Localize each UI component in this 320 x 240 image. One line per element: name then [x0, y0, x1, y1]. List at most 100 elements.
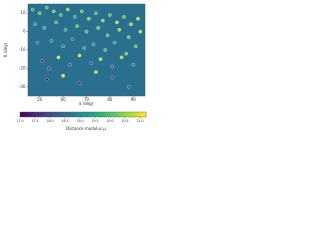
- scatter-point: [96, 26, 100, 30]
- scatter-point: [126, 85, 131, 89]
- x-tick-label: 70: [84, 97, 90, 102]
- colorbar-segment: [30, 112, 33, 117]
- scatter-point: [129, 22, 133, 26]
- scatter-point: [117, 28, 122, 32]
- colorbar-segment: [127, 112, 130, 117]
- colorbar-segment: [91, 112, 94, 117]
- colorbar-segment: [59, 112, 63, 117]
- colorbar-segment: [135, 112, 138, 117]
- colorbar-segment: [116, 112, 119, 117]
- colorbar-segment: [62, 112, 65, 117]
- colorbar-frame: [19, 111, 147, 118]
- scatter-point: [70, 37, 75, 41]
- colorbar-segment: [28, 112, 31, 117]
- colorbar-segment: [93, 112, 96, 117]
- x-tick-label: 80: [107, 97, 113, 102]
- x-axis-label: α (deg): [79, 101, 94, 106]
- colorbar-segment: [133, 112, 136, 117]
- colorbar-segment: [80, 112, 84, 117]
- x-tick-label: 60: [61, 97, 67, 102]
- y-tick-label: 0: [23, 29, 26, 34]
- colorbar-tick-label: 21.0: [136, 119, 143, 123]
- colorbar-segment: [131, 112, 134, 117]
- colorbar-tick-label: 18.5: [61, 119, 68, 123]
- colorbar-segment: [41, 112, 44, 117]
- scatter-point: [98, 57, 103, 61]
- y-tick-label: -20: [19, 65, 26, 70]
- scatter-point: [77, 81, 82, 85]
- colorbar-tick-label: 17.5: [31, 119, 38, 123]
- colorbar-segment: [99, 112, 103, 117]
- scatter-point: [47, 66, 51, 71]
- colorbar-segment: [118, 112, 122, 117]
- colorbar-segment: [89, 112, 92, 117]
- scatter-point: [44, 5, 49, 10]
- scatter-point: [112, 40, 117, 45]
- colorbar-tick-label: 19.0: [76, 119, 83, 123]
- scatter-point: [94, 70, 98, 74]
- colorbar-tick-label: 20.0: [106, 119, 113, 123]
- scatter-point: [126, 35, 131, 39]
- scatter-point: [122, 15, 126, 19]
- scatter-point: [33, 22, 37, 26]
- scatter-point: [44, 77, 49, 82]
- colorbar-segment: [55, 112, 59, 117]
- colorbar-tick-label: 17.0: [16, 119, 23, 123]
- colorbar-segment: [110, 112, 113, 117]
- colorbar-tick-label: 20.5: [121, 119, 128, 123]
- colorbar-segment: [53, 112, 56, 117]
- scatter-point: [42, 26, 47, 30]
- scatter-point: [87, 16, 91, 21]
- scatter-point: [94, 11, 98, 15]
- scatter-point: [110, 64, 114, 69]
- colorbar-tick-label: 18.0: [46, 119, 53, 123]
- colorbar-segment: [66, 112, 69, 117]
- colorbar-segment: [22, 112, 25, 117]
- scatter-point: [133, 44, 138, 49]
- colorbar-segment: [45, 112, 48, 117]
- scatter-point: [56, 55, 61, 60]
- x-tick-label: 90: [131, 97, 137, 102]
- colorbar-segment: [43, 112, 46, 117]
- colorbar-segment: [36, 112, 40, 117]
- colorbar-segment: [57, 112, 61, 117]
- colorbar-segment: [38, 112, 42, 117]
- scatter-point: [54, 20, 58, 25]
- colorbar-segment: [49, 112, 52, 117]
- colorbar-segment: [34, 112, 38, 117]
- colorbar-segment: [72, 112, 75, 117]
- scatter-point: [138, 29, 143, 34]
- scatter-point: [66, 7, 70, 12]
- scatter-point: [115, 20, 119, 25]
- plot-background: [28, 4, 145, 96]
- colorbar-segment: [32, 112, 35, 117]
- scatter-point: [37, 11, 42, 15]
- colorbar-segment: [122, 112, 126, 117]
- scatter-point: [51, 9, 56, 14]
- scatter-point: [40, 59, 44, 63]
- colorbar-segment: [20, 112, 23, 117]
- scatter-point: [35, 40, 40, 45]
- colorbar-segment: [83, 112, 86, 117]
- colorbar-segment: [108, 112, 111, 117]
- colorbar-segment: [74, 112, 77, 117]
- y-tick-label: -10: [19, 47, 26, 52]
- scatter-point: [30, 7, 35, 12]
- scatter-point: [61, 74, 65, 78]
- colorbar-segment: [97, 112, 101, 117]
- colorbar-segment: [47, 112, 50, 117]
- colorbar-segment: [114, 112, 117, 117]
- colorbar-segment: [87, 112, 90, 117]
- colorbar-segment: [120, 112, 124, 117]
- scatter-point: [108, 13, 112, 17]
- colorbar-segment: [129, 112, 132, 117]
- colorbar-segment: [143, 112, 147, 117]
- colorbar-segment: [112, 112, 115, 117]
- colorbar-segment: [76, 112, 80, 117]
- colorbar-segment: [85, 112, 88, 117]
- y-tick-label: 10: [20, 10, 26, 15]
- colorbar-segment: [101, 112, 105, 117]
- scatter-point: [68, 62, 72, 67]
- colorbar-label: Distance modulus μ: [66, 126, 106, 131]
- scatter-point: [91, 42, 96, 47]
